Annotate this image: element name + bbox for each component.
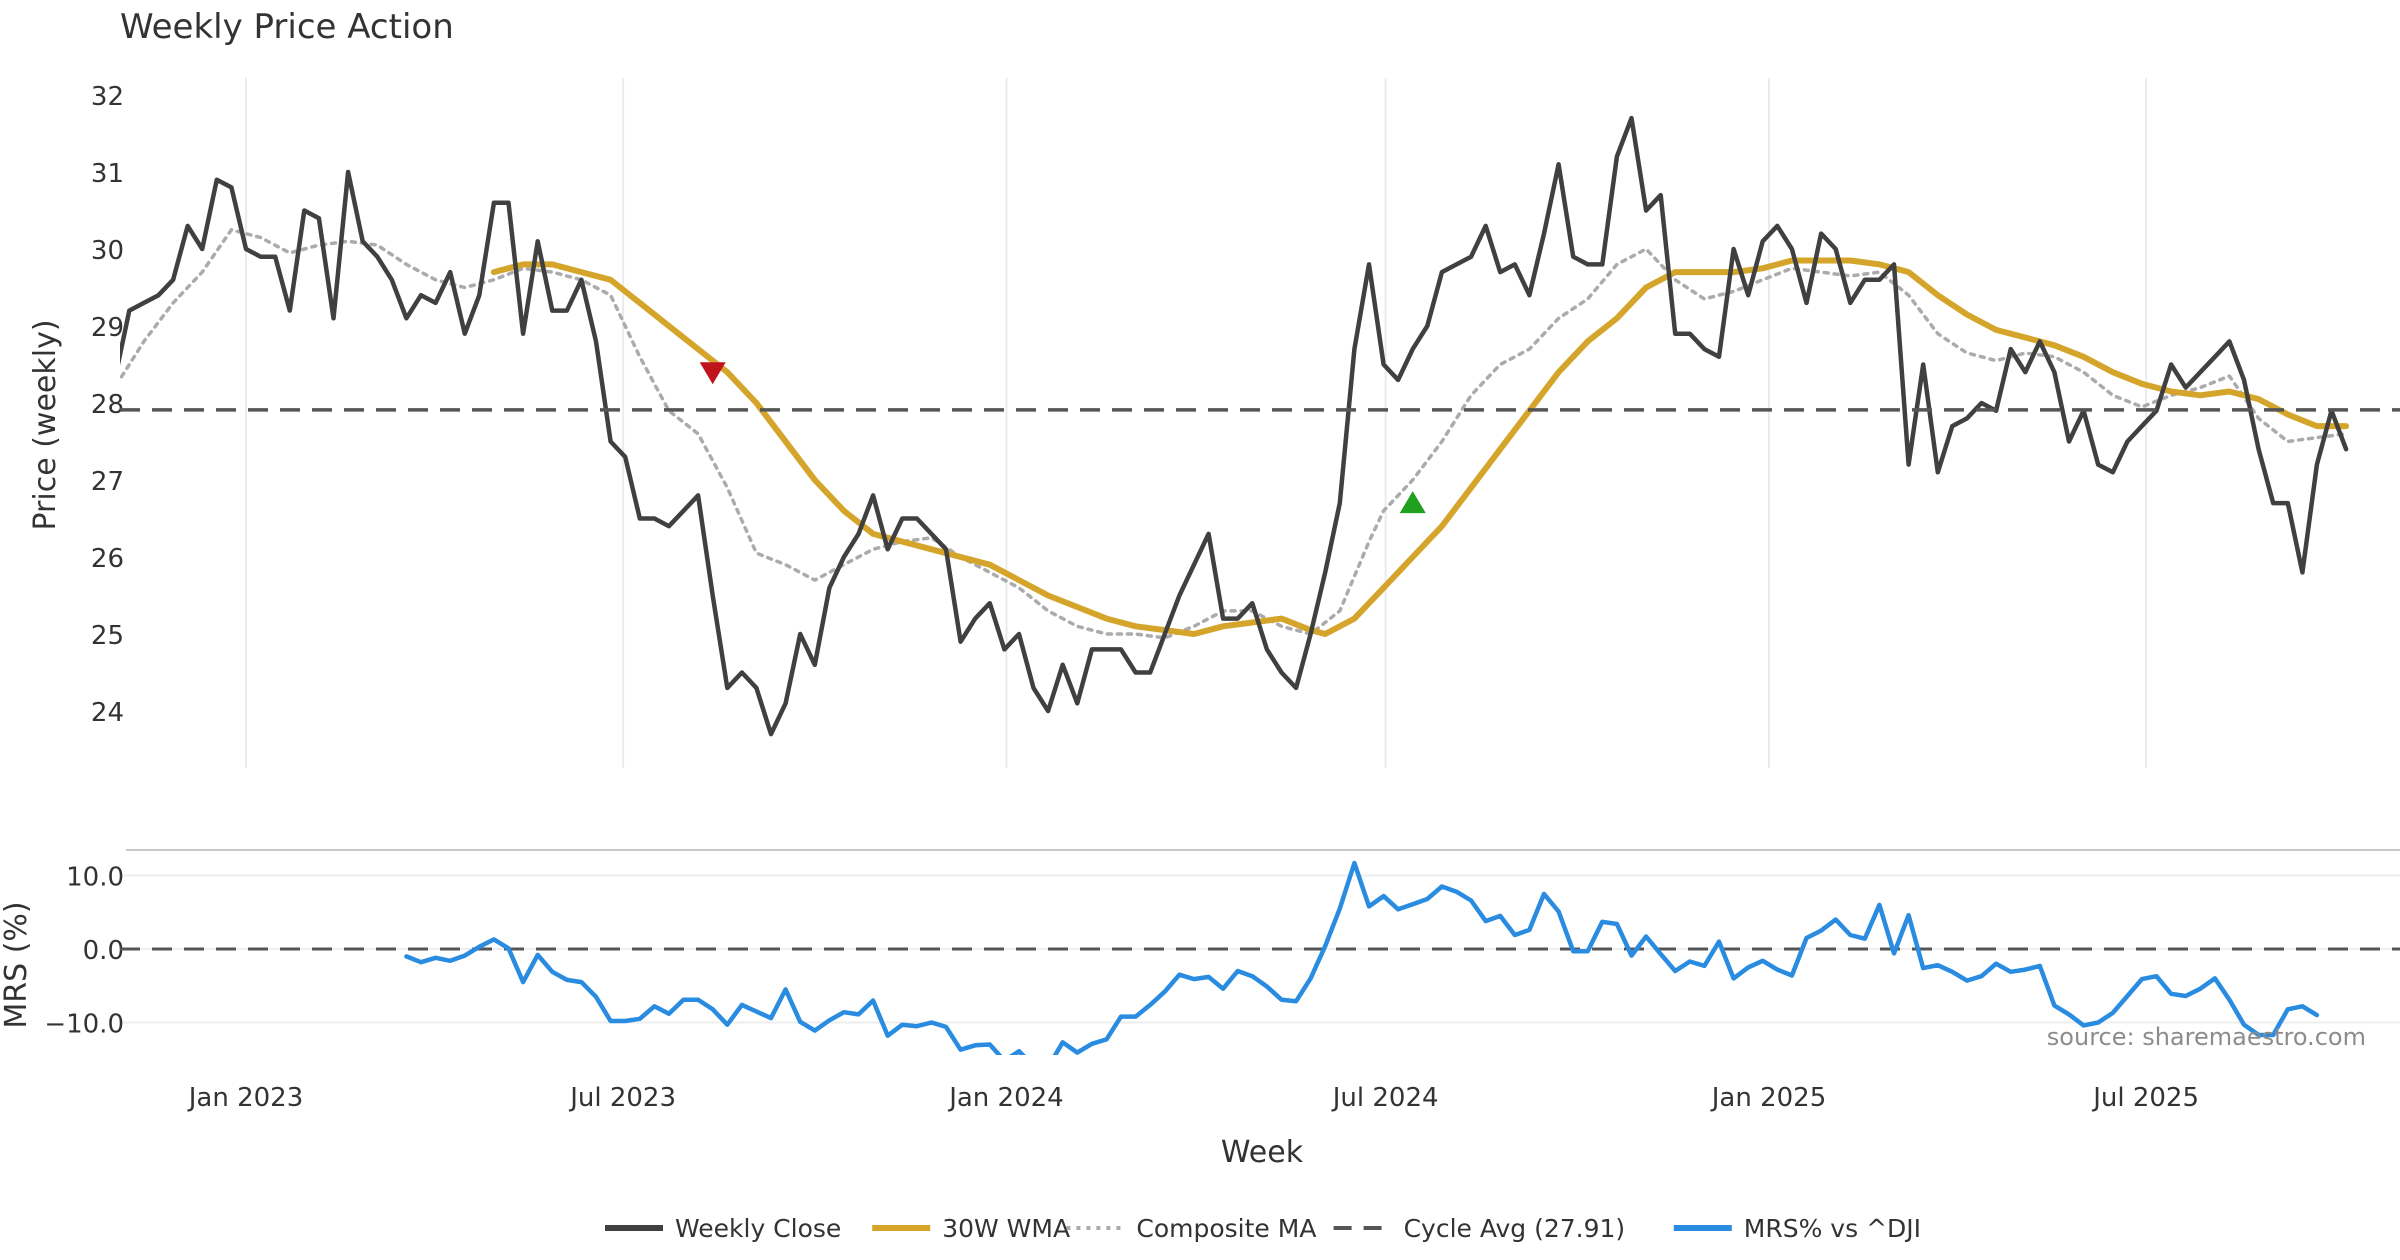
mrs-plot-area xyxy=(120,860,2400,1055)
series-mrs-vs-dji xyxy=(404,860,2320,1055)
mrs-panel: 10.0 0.0 −10.0 MRS (%) source: sharemaestro.… xyxy=(0,849,2400,1170)
legend: Weekly Close 30W WMA Composite MA Cycle Avg… xyxy=(605,1214,1921,1243)
price-ytick-label-7: 31 xyxy=(91,159,124,189)
legend-label-mrs-vs-dji: MRS% vs ^DJI xyxy=(1744,1214,1921,1243)
legend-label-30w-wma: 30W WMA xyxy=(942,1214,1070,1243)
x-tick-label-2: Jan 2024 xyxy=(947,1083,1064,1113)
x-tick-label-5: Jul 2025 xyxy=(2091,1083,2199,1113)
mrs-ytick-label-2: −10.0 xyxy=(44,1010,124,1040)
price-ytick-label-6: 30 xyxy=(91,236,124,266)
x-tick-label-1: Jul 2023 xyxy=(568,1083,676,1113)
price-ytick-label-1: 25 xyxy=(91,621,124,651)
price-axis-label: Price (weekly) xyxy=(28,319,63,530)
mrs-ytick-label-1: 0.0 xyxy=(83,936,124,966)
chart-title: Weekly Price Action xyxy=(120,7,454,47)
x-tick-label-0: Jan 2023 xyxy=(187,1083,304,1113)
price-ytick-label-3: 27 xyxy=(91,467,124,497)
price-ytick-label-8: 32 xyxy=(91,82,124,112)
x-tick-label-4: Jan 2025 xyxy=(1710,1083,1827,1113)
mrs-axis-label: MRS (%) xyxy=(0,901,34,1028)
x-axis-label: Week xyxy=(1221,1135,1304,1170)
series-weekly-close xyxy=(120,115,2349,737)
price-ytick-label-0: 24 xyxy=(91,698,124,728)
source-annotation: source: sharemaestro.com xyxy=(2047,1023,2366,1051)
legend-label-composite-ma: Composite MA xyxy=(1136,1214,1316,1243)
legend-label-cycle-avg-27-91: Cycle Avg (27.91) xyxy=(1404,1214,1626,1243)
price-plot-area xyxy=(120,115,2400,737)
price-ytick-label-4: 28 xyxy=(91,390,124,420)
signal-marker-buy-icon xyxy=(1399,491,1426,514)
price-ytick-label-2: 26 xyxy=(91,544,124,574)
price-ytick-label-5: 29 xyxy=(91,313,124,343)
series-30w-wma xyxy=(490,257,2350,637)
signal-marker-sell-icon xyxy=(699,362,726,385)
price-panel: 24 25 26 27 28 29 30 31 32 Price (weekly) xyxy=(28,78,2400,768)
x-tick-label-3: Jul 2024 xyxy=(1331,1083,1439,1113)
legend-label-weekly-close: Weekly Close xyxy=(675,1214,841,1243)
mrs-ytick-label-0: 10.0 xyxy=(66,863,124,893)
